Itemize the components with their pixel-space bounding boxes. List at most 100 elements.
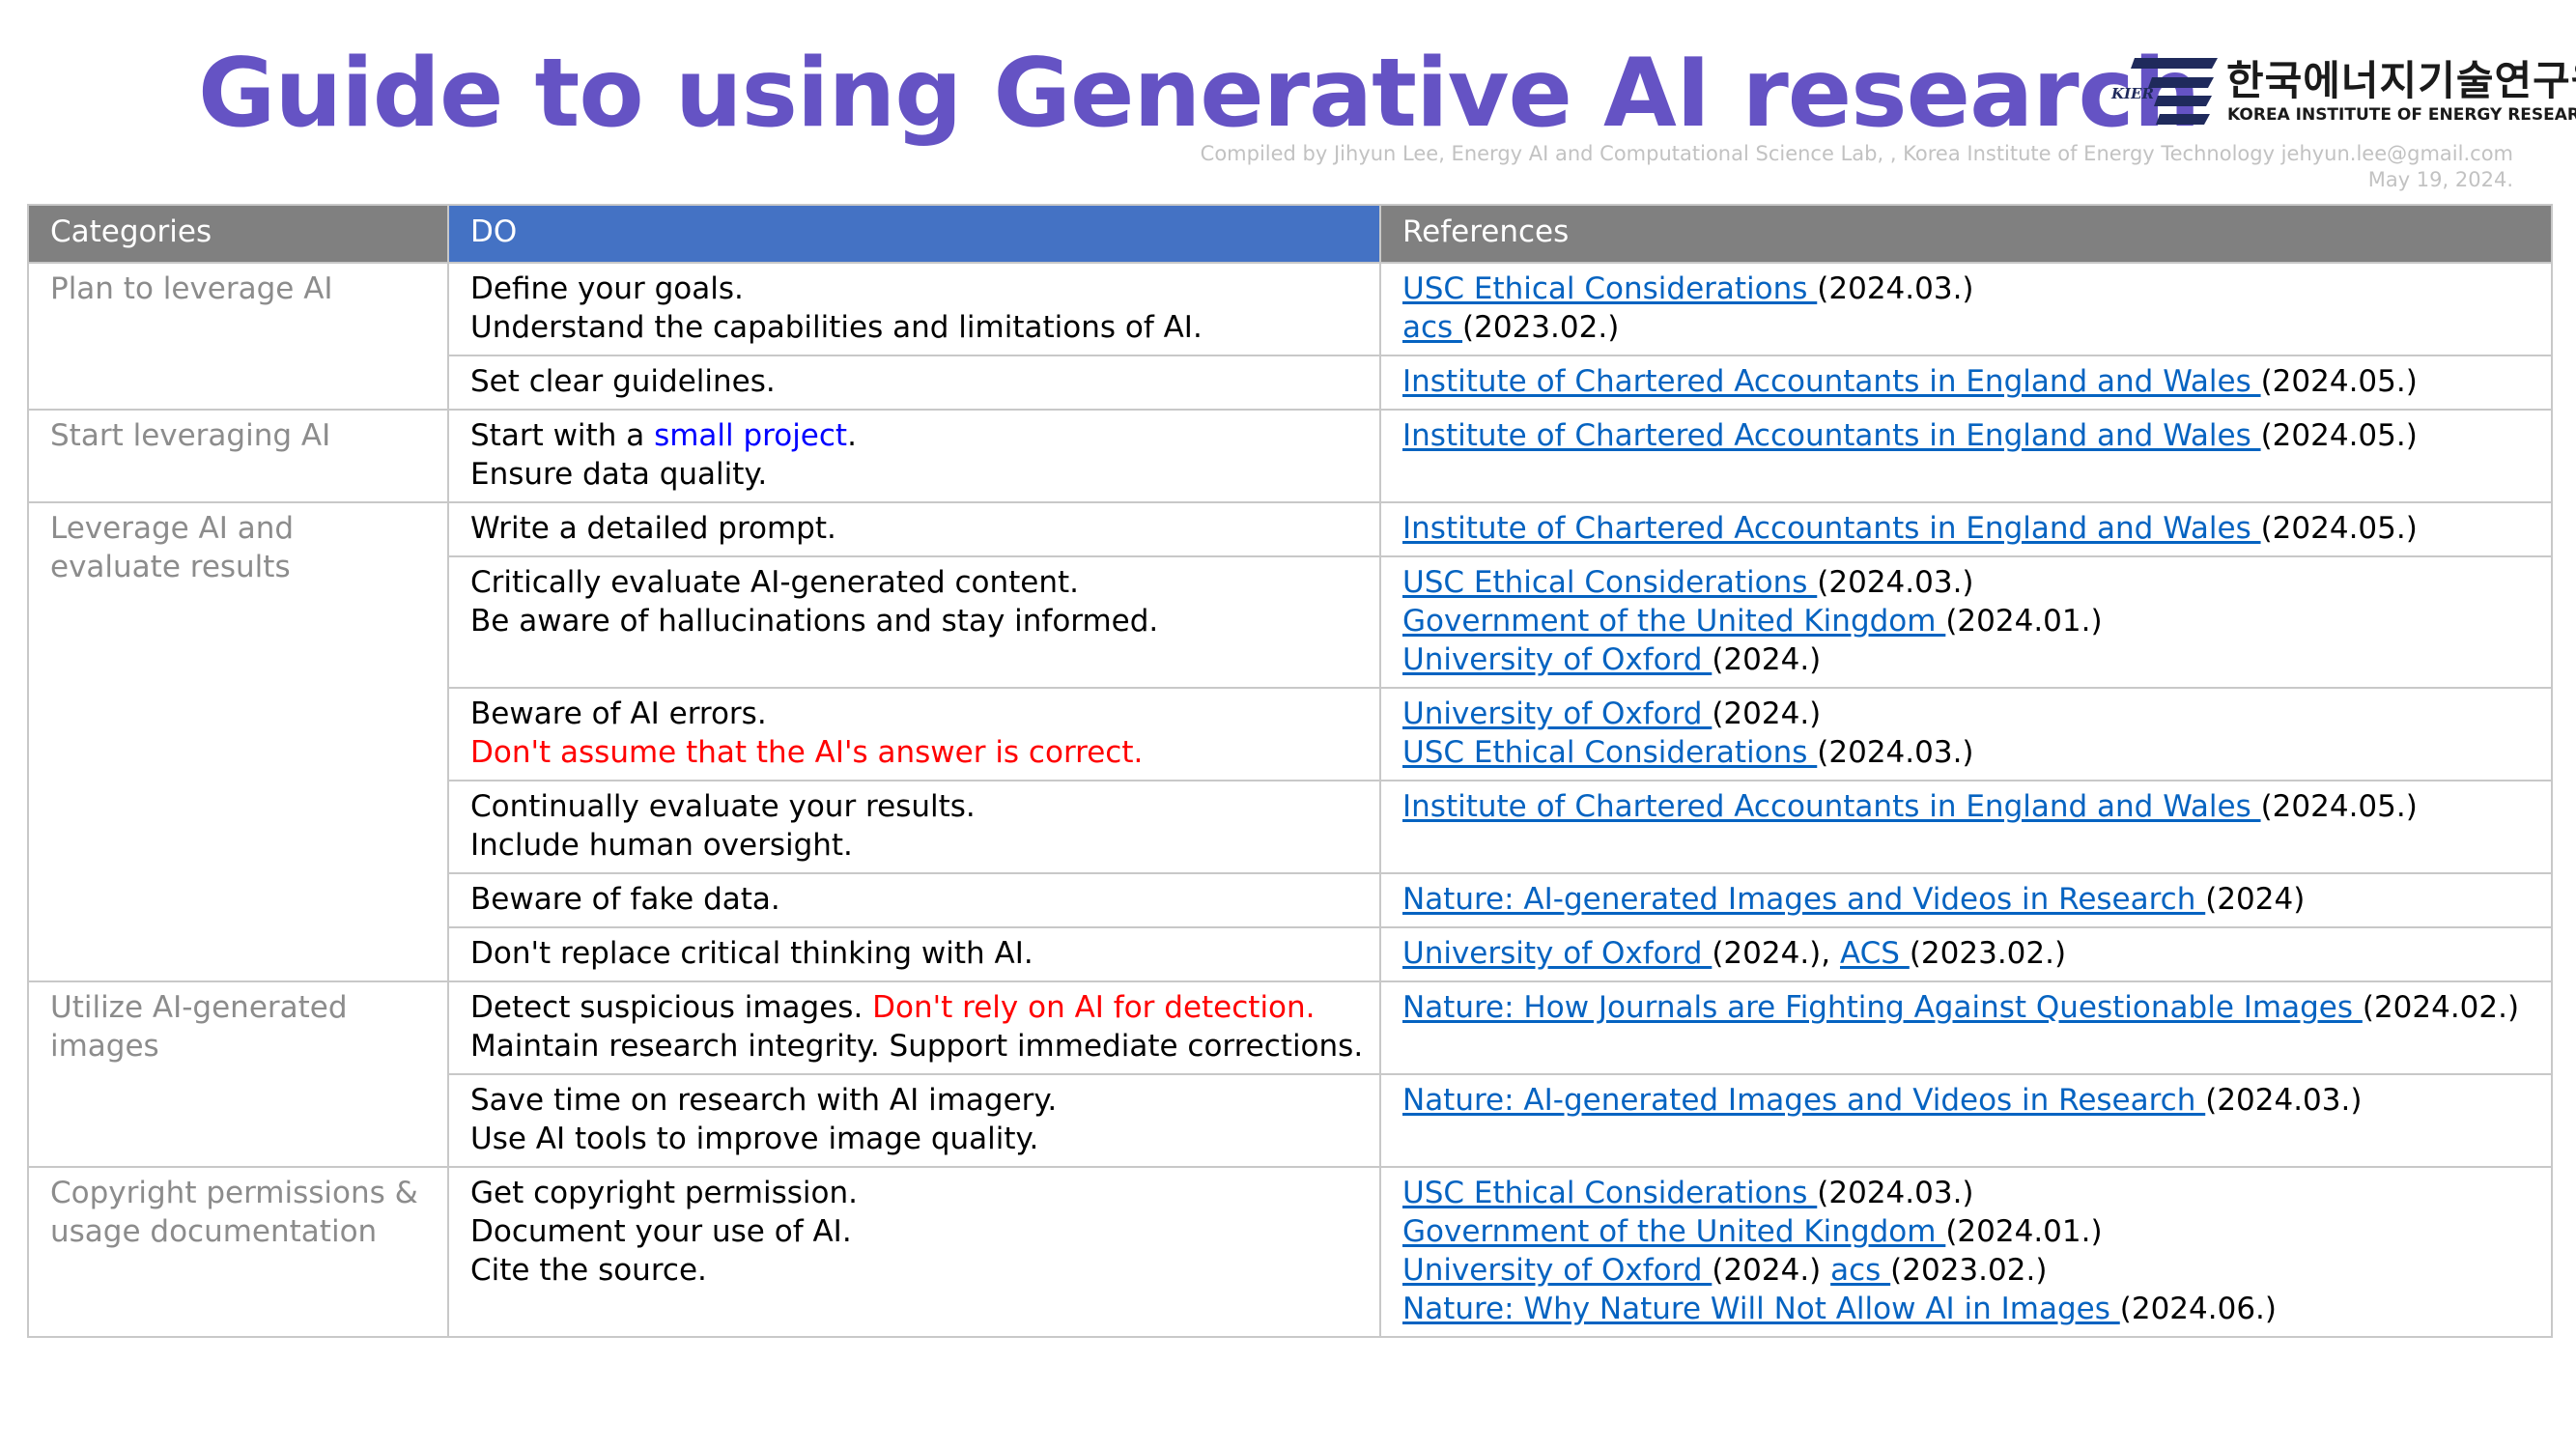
reference-link[interactable]: ACS [1839,936,1910,971]
reference-line: Nature: How Journals are Fighting Agains… [1402,988,2530,1027]
reference-line: Institute of Chartered Accountants in En… [1402,362,2530,401]
do-cell: Beware of AI errors. Don't assume that t… [447,687,1381,781]
reference-link[interactable]: USC Ethical Considerations [1402,565,1818,600]
do-line: Don't replace critical thinking with AI. [470,936,1033,971]
do-cell: Define your goals. Understand the capabi… [447,262,1381,356]
compiled-by-text: Compiled by Jihyun Lee, Energy AI and Co… [1200,142,2513,165]
category-cell: Copyright permissions & usage documentat… [27,1166,449,1338]
do-line-warning: Don't assume that the AI's answer is cor… [470,735,1144,770]
do-line: Document your use of AI. [470,1214,852,1249]
reference-link[interactable]: USC Ethical Considerations [1402,1176,1818,1210]
reference-date: (2024.05.) [2260,364,2418,399]
do-line: Beware of AI errors. [470,696,767,731]
table-row: Copyright permissions & usage documentat… [27,1166,2553,1338]
references-cell: Nature: AI-generated Images and Videos i… [1379,872,2553,928]
reference-date: (2024.03.) [1817,1176,1974,1210]
reference-link[interactable]: Institute of Chartered Accountants in En… [1402,364,2261,399]
category-cell: Utilize AI-generated images [27,980,449,1168]
reference-date: (2024.06.) [2119,1292,2277,1326]
reference-date: (2023.02.) [1462,310,1620,345]
do-line: Beware of fake data. [470,882,780,917]
reference-date: (2023.02.) [1890,1253,2048,1288]
references-cell: University of Oxford (2024.), ACS (2023.… [1379,926,2553,982]
do-line: Use AI tools to improve image quality. [470,1122,1039,1156]
do-line: Save time on research with AI imagery. [470,1083,1058,1118]
reference-link[interactable]: University of Oxford [1402,1253,1713,1288]
reference-link[interactable]: Government of the United Kingdom [1402,1214,1946,1249]
table-row: Don't replace critical thinking with AI.… [28,926,2553,982]
category-cell: Plan to leverage AI [27,262,449,411]
references-cell: USC Ethical Considerations (2024.03.) Go… [1379,1166,2553,1338]
reference-link[interactable]: Nature: Why Nature Will Not Allow AI in … [1402,1292,2120,1326]
do-cell: Set clear guidelines. [447,355,1381,411]
reference-link[interactable]: Institute of Chartered Accountants in En… [1402,511,2261,546]
do-emphasis-blue: small project [654,418,848,453]
compiled-date: May 19, 2024. [2367,168,2513,191]
do-line: Write a detailed prompt. [470,511,836,546]
header-references: References [1379,204,2553,264]
header-do: DO [447,204,1381,264]
do-cell: Critically evaluate AI-generated content… [447,555,1381,689]
table-row: Utilize AI-generated images Detect suspi… [27,980,2553,1168]
reference-date: (2024.) [1712,642,1822,677]
do-emphasis-red: Don't rely on AI for detection. [872,990,1316,1025]
logo-english-name: KOREA INSTITUTE OF ENERGY RESEARCH [2227,105,2576,125]
reference-link[interactable]: USC Ethical Considerations [1402,271,1818,306]
table-row: Critically evaluate AI-generated content… [28,555,2553,689]
reference-link[interactable]: USC Ethical Considerations [1402,735,1818,770]
reference-link[interactable]: Institute of Chartered Accountants in En… [1402,789,2261,824]
reference-line: Institute of Chartered Accountants in En… [1402,787,2530,826]
reference-date: (2024.) [1712,1253,1831,1288]
reference-link[interactable]: Nature: AI-generated Images and Videos i… [1402,1083,2206,1118]
reference-date: (2024.03.) [1817,565,1974,600]
table-row: Beware of AI errors. Don't assume that t… [28,687,2553,781]
references-cell: USC Ethical Considerations (2024.03.) ac… [1379,262,2553,356]
reference-link[interactable]: Government of the United Kingdom [1402,604,1946,639]
category-cell: Start leveraging AI [27,409,449,503]
do-line: Detect suspicious images. Don't rely on … [470,988,1358,1027]
reference-link[interactable]: Nature: How Journals are Fighting Agains… [1402,990,2363,1025]
table-row: Leverage AI and evaluate results Write a… [27,501,2553,982]
table-row: Save time on research with AI imagery. U… [28,1073,2553,1168]
reference-line: USC Ethical Considerations (2024.03.) [1402,733,2530,772]
reference-link[interactable]: Nature: AI-generated Images and Videos i… [1402,882,2206,917]
reference-date: (2024.03.) [1817,271,1974,306]
reference-date: (2024.05.) [2260,789,2418,824]
category-cell: Leverage AI and evaluate results [27,501,449,982]
references-cell: Institute of Chartered Accountants in En… [1379,780,2553,874]
reference-link[interactable]: Institute of Chartered Accountants in En… [1402,418,2261,453]
reference-line: Government of the United Kingdom (2024.0… [1402,1212,2530,1251]
do-cell: Don't replace critical thinking with AI. [447,926,1381,982]
do-line: Critically evaluate AI-generated content… [470,565,1080,600]
do-text: Start with a [470,418,655,453]
page-title: Guide to using Generative AI research [198,39,2200,149]
references-cell: Nature: How Journals are Fighting Agains… [1379,980,2553,1075]
reference-line: University of Oxford (2024.), ACS (2023.… [1402,934,2530,973]
do-line: Be aware of hallucinations and stay info… [470,604,1159,639]
reference-line: USC Ethical Considerations (2024.03.) [1402,270,2530,308]
references-cell: Institute of Chartered Accountants in En… [1379,355,2553,411]
references-cell: Institute of Chartered Accountants in En… [1379,501,2553,557]
reference-date: (2024.), [1712,936,1840,971]
reference-link[interactable]: University of Oxford [1402,936,1713,971]
do-line: Maintain research integrity. Support imm… [470,1029,1364,1064]
do-cell: Beware of fake data. [447,872,1381,928]
reference-line: University of Oxford (2024.) [1402,640,2530,679]
reference-link[interactable]: University of Oxford [1402,642,1713,677]
compiled-by-note: Compiled by Jihyun Lee, Energy AI and Co… [1201,141,2513,193]
reference-link[interactable]: University of Oxford [1402,696,1713,731]
reference-line: University of Oxford (2024.) acs (2023.0… [1402,1251,2530,1290]
reference-link[interactable]: acs [1830,1253,1891,1288]
reference-line: Institute of Chartered Accountants in En… [1402,416,2530,455]
do-line: Ensure data quality. [470,457,768,492]
reference-line: Institute of Chartered Accountants in En… [1402,509,2530,548]
reference-link[interactable]: acs [1402,310,1463,345]
reference-date: (2024.02.) [2362,990,2520,1025]
logo-korean-name: 한국에너지기술연구원 [2226,57,2576,104]
do-cell: Save time on research with AI imagery. U… [447,1073,1381,1168]
table-row: Start leveraging AI Start with a small p… [27,409,2553,503]
table-row: Plan to leverage AI Define your goals. U… [27,262,2553,411]
table-row: Continually evaluate your results. Inclu… [28,780,2553,874]
reference-line: USC Ethical Considerations (2024.03.) [1402,563,2530,602]
do-line: Get copyright permission. [470,1176,858,1210]
